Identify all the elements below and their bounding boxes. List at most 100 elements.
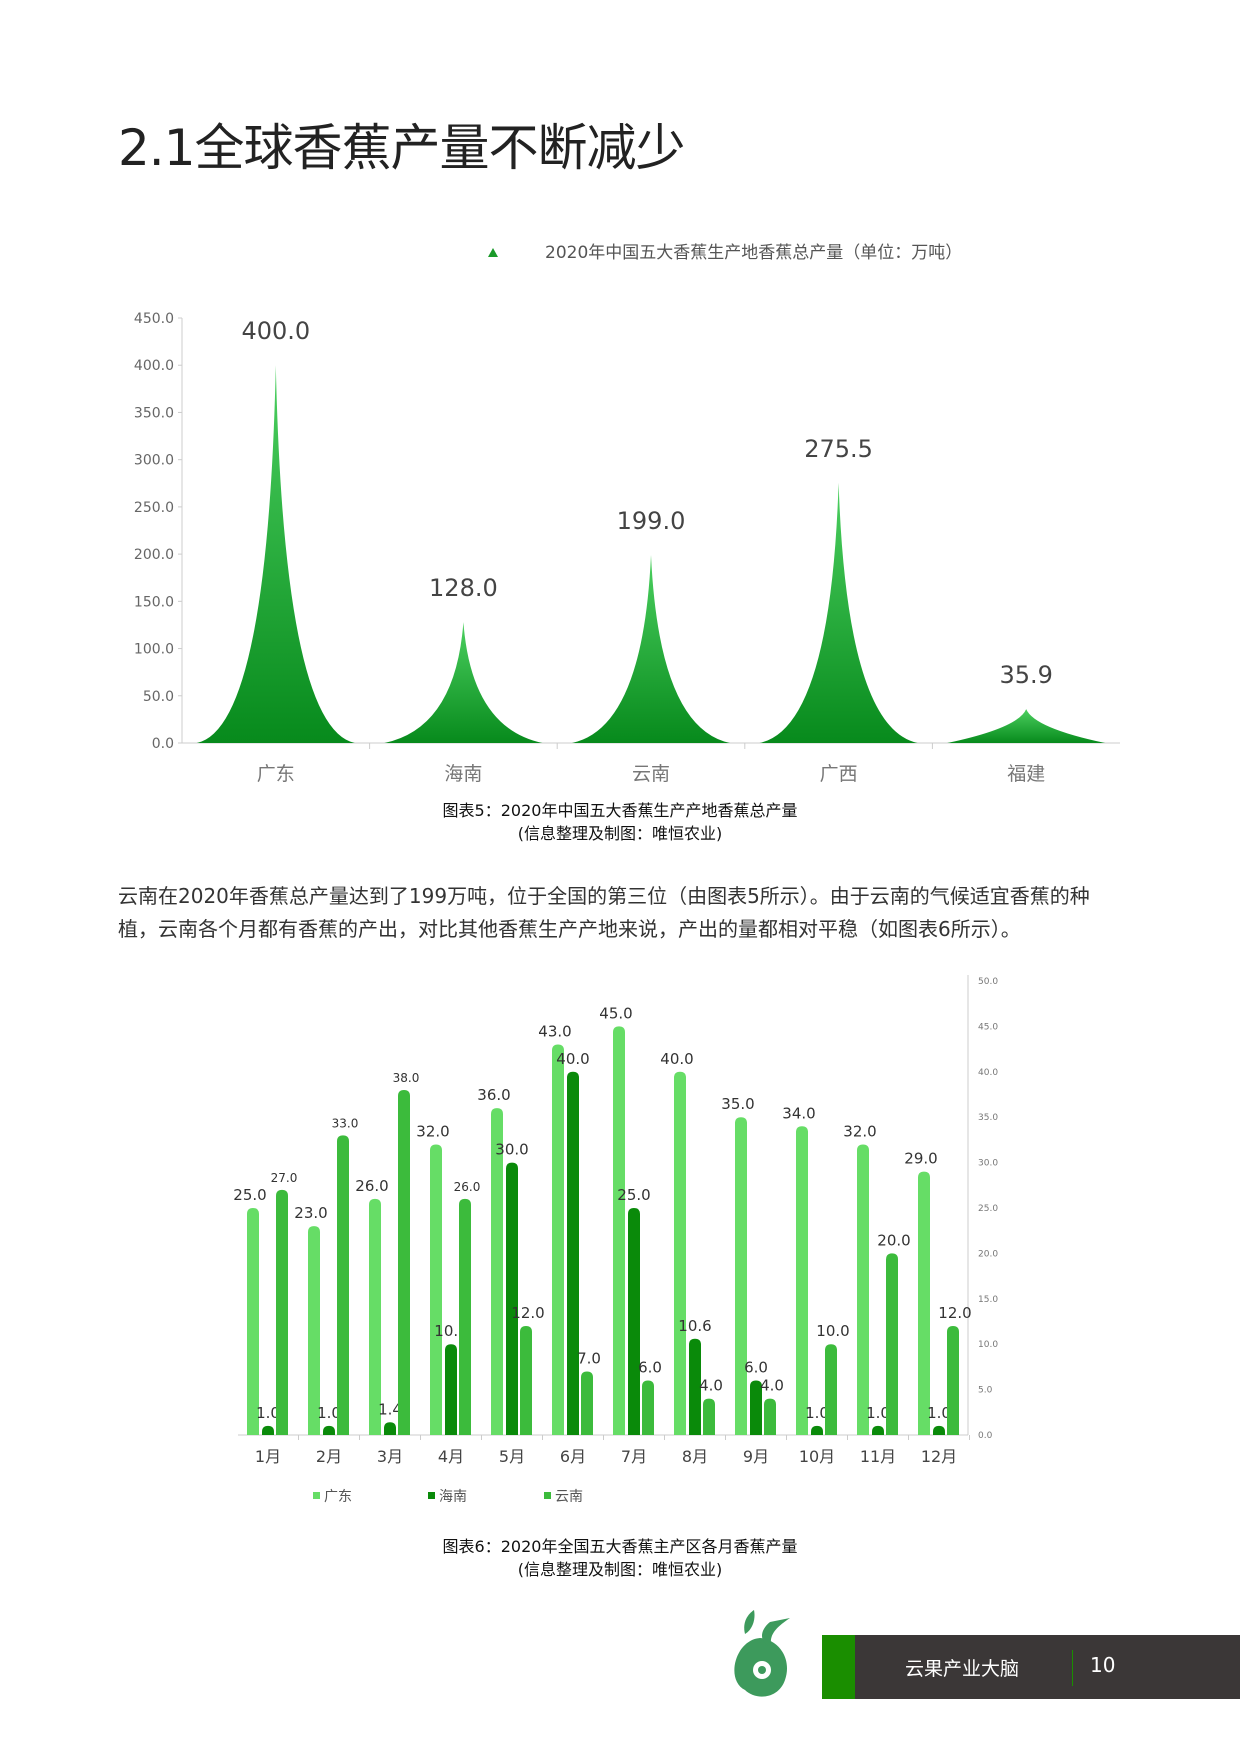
bar-海南-3月	[384, 1422, 396, 1435]
bar-云南-11月	[886, 1253, 898, 1435]
data-label: 1.4	[378, 1400, 402, 1418]
data-label: 275.5	[804, 435, 873, 463]
bar-海南-8月	[689, 1338, 701, 1435]
data-label: 7.0	[577, 1349, 601, 1367]
data-label: 4.0	[760, 1377, 784, 1395]
data-label: 10.0	[816, 1322, 849, 1340]
footer-divider	[1072, 1650, 1073, 1686]
data-label: 25.0	[233, 1186, 266, 1204]
y-tick-label: 35.0	[978, 1113, 998, 1123]
bar-福建	[947, 709, 1106, 743]
x-tick-label: 4月	[438, 1447, 464, 1466]
data-label: 1.0	[317, 1404, 341, 1422]
data-label: 32.0	[843, 1122, 876, 1140]
y-tick-label: 50.0	[143, 689, 174, 705]
x-tick-label: 11月	[860, 1447, 896, 1466]
x-tick-label: 5月	[499, 1447, 525, 1466]
footer-brand: 云果产业大脑	[905, 1658, 1020, 1680]
data-label: 10.6	[678, 1317, 711, 1335]
y-tick-label: 250.0	[134, 500, 174, 516]
data-label: 400.0	[241, 317, 310, 345]
chart1-legend: 2020年中国五大香蕉生产地香蕉总产量（单位：万吨）	[545, 243, 962, 263]
data-label: 33.0	[332, 1116, 359, 1130]
x-tick-label: 7月	[621, 1447, 647, 1466]
y-tick-label: 200.0	[134, 547, 174, 563]
figure6-caption: 图表6：2020年全国五大香蕉主产区各月香蕉产量	[442, 1537, 798, 1556]
data-label: 30.0	[495, 1141, 528, 1159]
data-label: 27.0	[271, 1171, 298, 1185]
y-tick-label: 5.0	[978, 1386, 993, 1396]
x-tick-label: 12月	[921, 1447, 957, 1466]
bar-海南	[384, 622, 543, 743]
bar-广东-9月	[735, 1117, 747, 1435]
y-tick-label: 30.0	[978, 1159, 998, 1169]
page-number: 10	[1090, 1653, 1116, 1677]
bar-广东-12月	[918, 1171, 930, 1435]
y-tick-label: 15.0	[978, 1295, 998, 1305]
legend-label: 海南	[439, 1489, 467, 1505]
bar-云南	[572, 555, 730, 743]
x-tick-label: 8月	[682, 1447, 708, 1466]
x-tick-label: 3月	[377, 1447, 403, 1466]
page-title: 2.1全球香蕉产量不断减少	[118, 119, 686, 177]
bar-云南-12月	[947, 1326, 959, 1435]
data-label: 199.0	[617, 507, 686, 535]
x-tick-label: 福建	[1007, 763, 1045, 785]
bar-海南-12月	[933, 1425, 945, 1435]
bar-云南-2月	[337, 1135, 349, 1435]
y-tick-label: 45.0	[978, 1022, 998, 1032]
bar-广东-4月	[430, 1144, 442, 1435]
y-tick-label: 10.0	[978, 1340, 998, 1350]
data-label: 34.0	[782, 1104, 815, 1122]
x-tick-label: 9月	[743, 1447, 769, 1466]
bar-云南-10月	[825, 1344, 837, 1435]
bar-云南-1月	[276, 1189, 288, 1435]
bar-云南-7月	[642, 1380, 654, 1435]
data-label: 1.0	[256, 1404, 280, 1422]
y-tick-label: 350.0	[134, 405, 174, 421]
legend-swatch	[544, 1492, 551, 1499]
data-label: 128.0	[429, 574, 498, 602]
data-label: 6.0	[638, 1359, 662, 1377]
data-label: 26.0	[454, 1180, 481, 1194]
data-label: 29.0	[904, 1150, 937, 1168]
bar-广东-6月	[552, 1044, 564, 1435]
bar-海南-11月	[872, 1425, 884, 1435]
y-tick-label: 100.0	[134, 642, 174, 658]
y-tick-label: 150.0	[134, 594, 174, 610]
data-label: 35.0	[721, 1095, 754, 1113]
footer-accent	[822, 1635, 855, 1699]
footer-bar	[855, 1635, 1240, 1699]
bar-海南-7月	[628, 1208, 640, 1435]
data-label: 36.0	[477, 1086, 510, 1104]
y-tick-label: 400.0	[134, 358, 174, 374]
bar-广东-3月	[369, 1198, 381, 1435]
x-tick-label: 云南	[632, 763, 670, 785]
body-paragraph: 云南在2020年香蕉总产量达到了199万吨，位于全国的第三位（由图表5所示）。由…	[118, 884, 1090, 941]
data-label: 23.0	[294, 1204, 327, 1222]
y-tick-label: 450.0	[134, 311, 174, 327]
bar-广西	[759, 482, 918, 743]
bar-广东-5月	[491, 1108, 503, 1435]
data-label: 35.9	[999, 661, 1052, 689]
bar-海南-5月	[506, 1162, 518, 1435]
bar-广东-8月	[674, 1071, 686, 1435]
legend-label: 广东	[324, 1489, 352, 1505]
bar-云南-4月	[459, 1198, 471, 1435]
bar-云南-3月	[398, 1089, 410, 1435]
bar-广东-7月	[613, 1026, 625, 1435]
data-label: 1.0	[927, 1404, 951, 1422]
data-label: 1.0	[805, 1404, 829, 1422]
bar-海南-9月	[750, 1380, 762, 1435]
data-label: 4.0	[699, 1377, 723, 1395]
legend-swatch	[313, 1492, 320, 1499]
figure5-source: (信息整理及制图：唯恒农业)	[517, 824, 723, 843]
figure6-source: (信息整理及制图：唯恒农业)	[517, 1560, 723, 1579]
data-label: 12.0	[511, 1304, 544, 1322]
bar-广东-11月	[857, 1144, 869, 1435]
figure5-caption: 图表5：2020年中国五大香蕉生产产地香蕉总产量	[442, 801, 798, 820]
bar-广东-2月	[308, 1226, 320, 1435]
data-label: 40.0	[660, 1050, 693, 1068]
x-tick-label: 6月	[560, 1447, 586, 1466]
data-label: 32.0	[416, 1122, 449, 1140]
